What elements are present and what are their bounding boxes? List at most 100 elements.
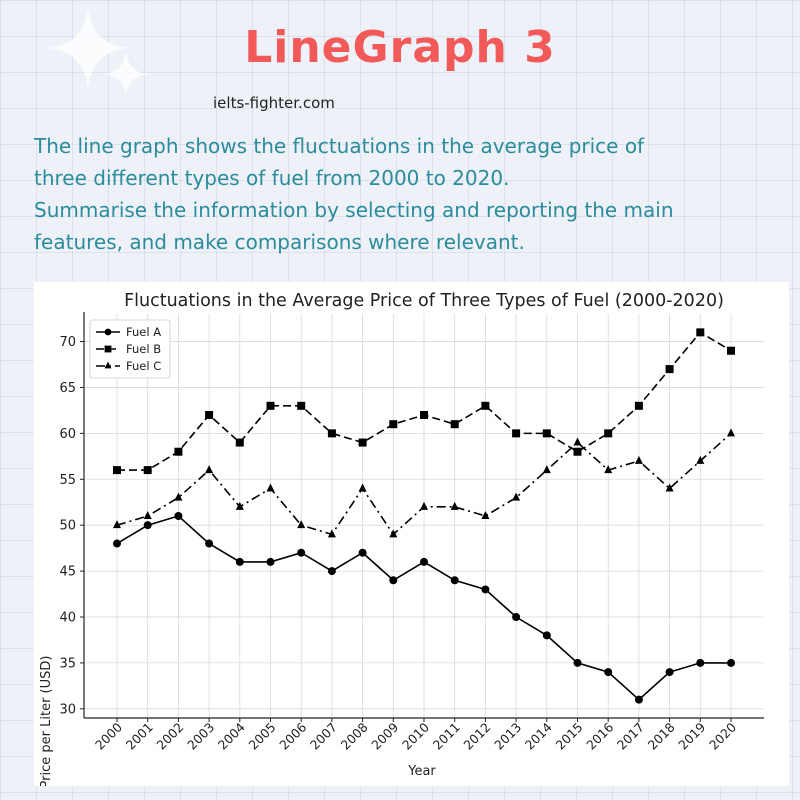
y-tick-label: 60 [59,427,76,442]
line-chart: Fluctuations in the Average Price of Thr… [39,291,764,786]
data-point [205,465,214,474]
data-point [113,520,121,529]
data-point [174,512,183,520]
data-point [205,411,214,419]
x-tick-label: 2019 [675,719,708,752]
data-point [389,576,398,585]
data-point [104,361,112,369]
legend-label: Fuel C [126,359,161,373]
x-tick-label: 2008 [338,719,371,752]
data-point [634,695,643,704]
x-tick-label: 2005 [246,720,279,753]
data-point [634,455,643,464]
y-tick-label: 45 [59,565,76,580]
data-point [174,492,183,501]
data-point [297,520,306,529]
data-point [634,401,643,410]
site-url: ielts-fighter.com [213,94,335,112]
data-point [358,438,367,447]
data-point [696,328,705,337]
x-tick-label: 2011 [430,720,463,753]
data-point [696,455,705,464]
data-point [235,501,244,510]
data-point [665,365,674,374]
data-point [696,658,705,667]
x-tick-label: 2018 [645,719,678,752]
data-point [297,401,306,410]
data-point [604,668,613,677]
task-line: Summarise the information by selecting a… [34,198,674,222]
legend-label: Fuel B [126,342,161,356]
task-line: The line graph shows the fluctuations in… [34,134,645,158]
data-point [450,420,459,429]
x-tick-label: 2002 [153,720,186,753]
x-axis-label: Year [407,764,436,779]
x-tick-label: 2007 [307,720,340,753]
data-point [327,529,336,538]
data-point [450,576,459,585]
chart-title: Fluctuations in the Average Price of Thr… [124,291,724,311]
data-point [266,557,275,566]
data-point [665,483,674,492]
data-point [604,465,613,474]
data-point [512,613,521,621]
x-tick-label: 2009 [368,719,401,752]
y-tick-label: 70 [59,335,76,350]
x-tick-label: 2006 [276,719,309,752]
chart-card: Fluctuations in the Average Price of Thr… [34,282,789,786]
x-tick-label: 2020 [706,719,739,752]
x-tick-label: 2016 [583,719,616,752]
data-point [143,511,152,519]
y-tick-label: 65 [59,381,76,396]
data-point [450,501,459,510]
sparkle-icon [104,52,148,96]
data-point [481,401,490,410]
data-point [389,420,398,429]
data-point [205,539,214,548]
data-point [573,658,582,667]
data-point [573,447,582,456]
data-point [143,521,152,530]
y-tick-label: 55 [59,473,76,488]
data-point [358,548,367,557]
data-point [420,411,428,419]
x-tick-label: 2013 [491,720,524,753]
data-point [143,466,152,475]
data-point [327,567,336,576]
x-tick-label: 2001 [123,720,156,753]
task-line: features, and make comparisons where rel… [34,230,525,254]
y-axis-label: Price per Liter (USD) [39,656,54,786]
x-tick-label: 2004 [215,719,248,752]
y-tick-label: 40 [59,611,76,626]
x-tick-label: 2003 [184,720,217,753]
x-tick-label: 2012 [460,720,493,753]
x-tick-label: 2000 [92,719,125,752]
data-point [604,429,613,438]
data-point [297,548,306,557]
y-tick-label: 50 [59,519,76,534]
data-point [420,501,428,510]
data-point [113,539,121,548]
page-title: LineGraph 3 [244,22,556,73]
data-point [573,437,582,446]
data-point [542,465,551,474]
data-point [481,585,490,594]
data-point [389,529,398,538]
y-tick-label: 35 [59,656,76,671]
task-description: The line graph shows the fluctuations in… [34,130,784,258]
x-tick-label: 2015 [553,720,586,753]
data-point [542,429,551,438]
x-tick-label: 2014 [522,719,555,752]
x-tick-label: 2010 [399,719,432,752]
data-point [512,492,521,501]
x-tick-label: 2017 [614,720,647,753]
data-point [327,429,336,438]
data-point [104,345,112,353]
data-point [542,631,551,640]
data-point [266,483,275,492]
data-point [174,447,183,456]
data-point [665,668,674,677]
data-point [235,438,244,447]
data-point [235,557,244,566]
data-point [481,511,490,519]
